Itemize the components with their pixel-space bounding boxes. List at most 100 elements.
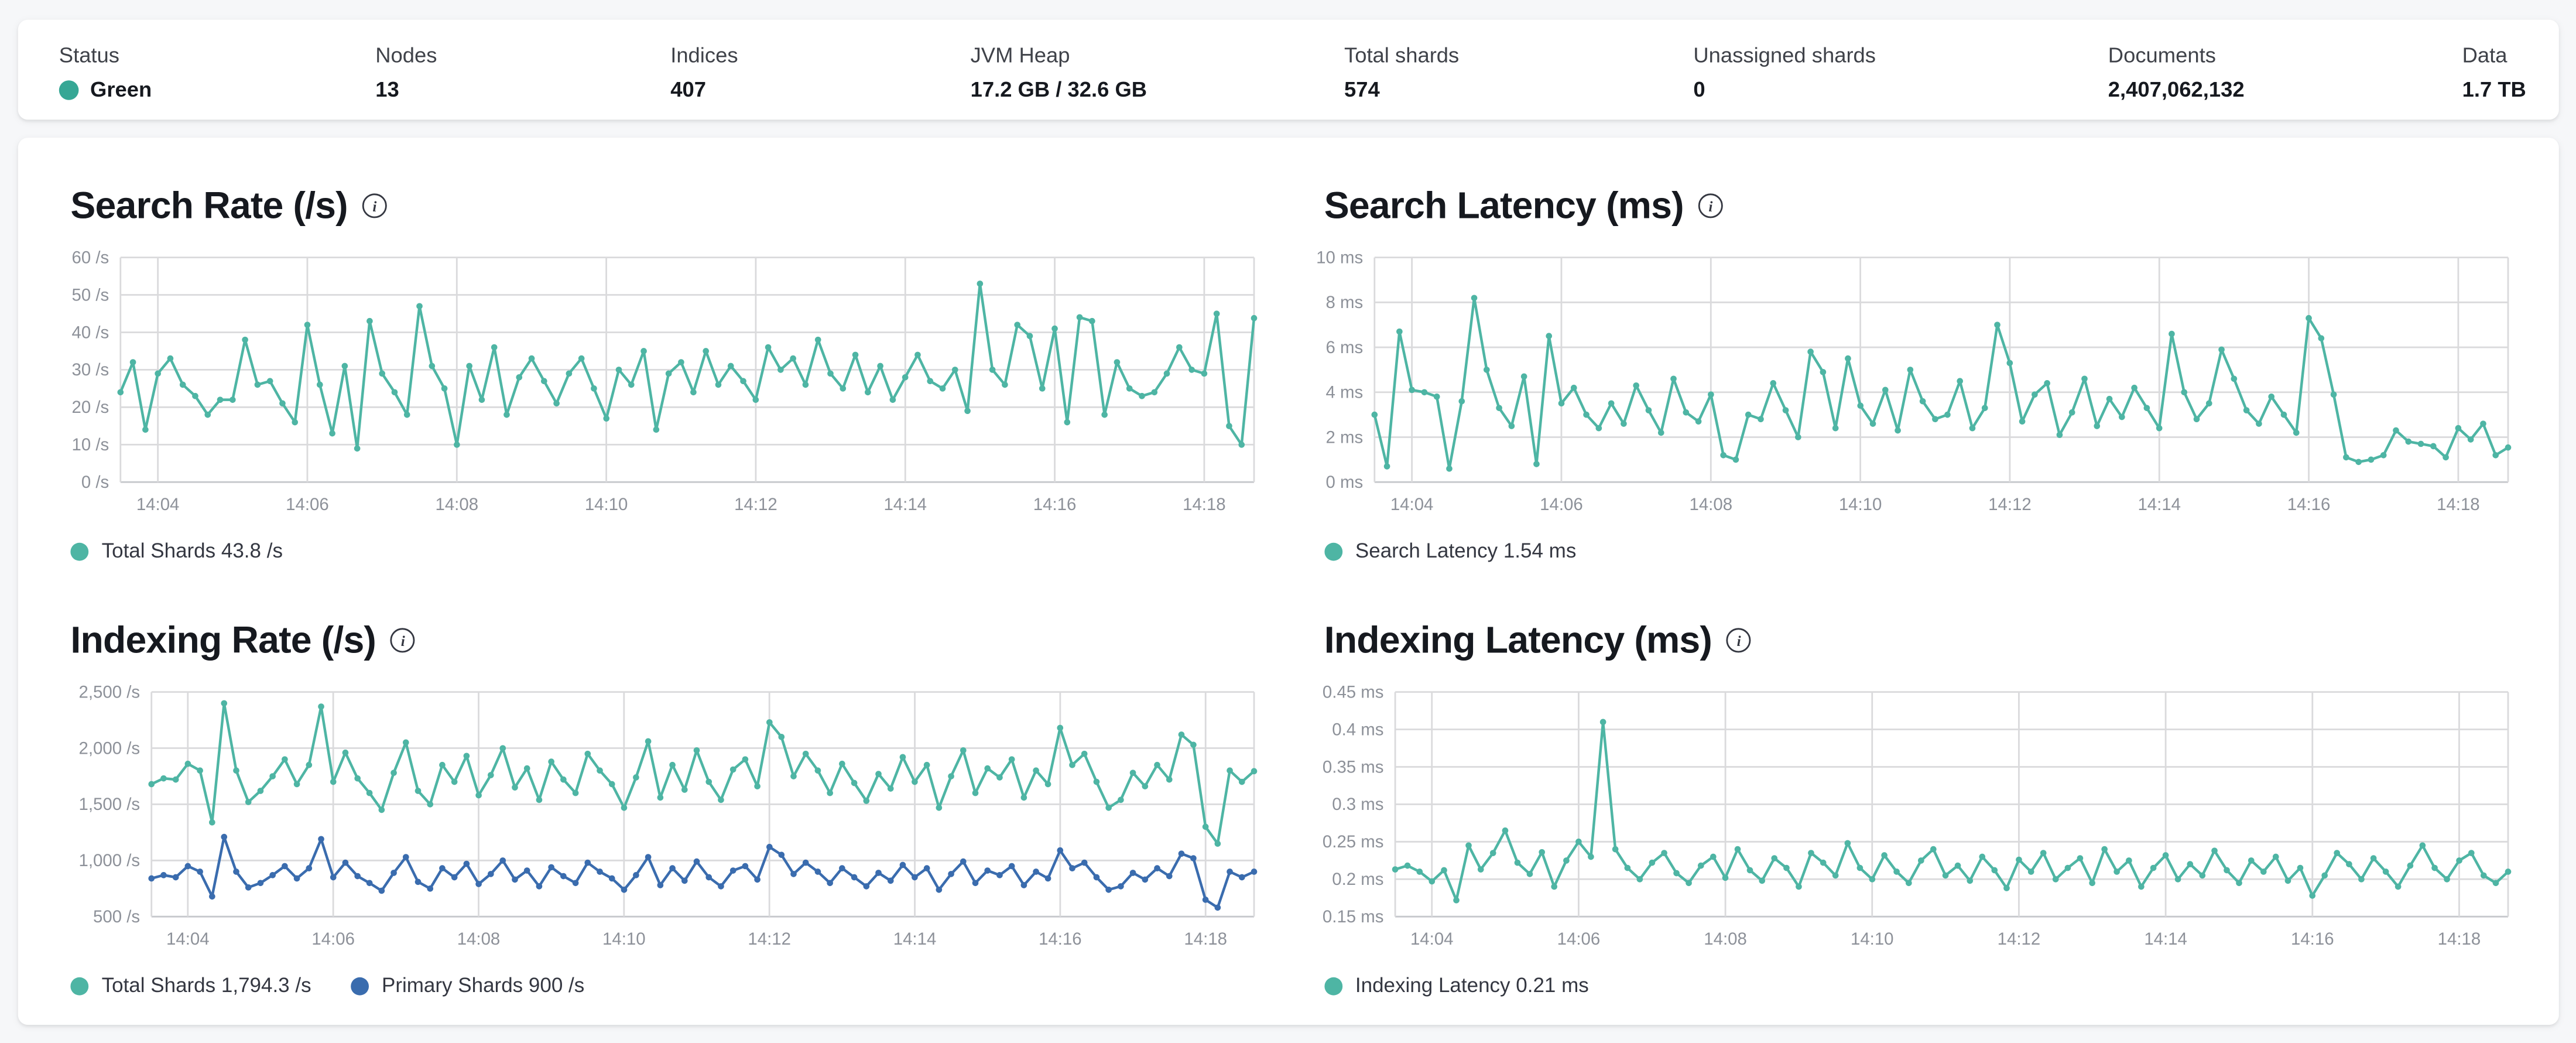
svg-text:14:04: 14:04 [136, 495, 180, 514]
svg-text:14:16: 14:16 [2290, 929, 2334, 949]
metric-value: 2,407,062,132 [2108, 77, 2245, 102]
svg-text:14:18: 14:18 [2436, 495, 2479, 514]
svg-text:14:14: 14:14 [2144, 929, 2187, 949]
svg-text:0.15 ms: 0.15 ms [1322, 907, 1383, 926]
legend-label: Indexing Latency 0.21 ms [1355, 974, 1589, 997]
info-icon[interactable] [1698, 193, 1723, 218]
metric-nodes: Nodes 13 [375, 43, 437, 102]
svg-text:14:04: 14:04 [1410, 929, 1453, 949]
legend-series-dot-icon [1324, 542, 1342, 560]
charts-panel: Search Rate (/s) 60 /s 50 /s 40 /s 30 /s 20 … [18, 138, 2558, 1025]
svg-text:14:18: 14:18 [1183, 495, 1226, 514]
svg-text:14:10: 14:10 [585, 495, 628, 514]
metric-label: Data [2462, 42, 2508, 67]
svg-text:14:08: 14:08 [1704, 929, 1747, 949]
svg-text:14:06: 14:06 [311, 929, 355, 949]
chart-title: Indexing Rate (/s) [70, 618, 376, 661]
metric-indices: Indices 407 [670, 43, 738, 102]
svg-text:0.3 ms: 0.3 ms [1332, 795, 1383, 814]
chart-title: Indexing Latency (ms) [1324, 618, 1712, 661]
chart-search-latency: Search Latency (ms) 10 ms 8 ms 6 ms 4 ms 2 m… [1306, 183, 2524, 562]
chart-indexing-rate: Indexing Rate (/s) 2,500 /s 2,000 /s 1,500… [53, 618, 1270, 997]
metric-value: 17.2 GB / 32.6 GB [970, 77, 1147, 102]
metric-documents: Documents 2,407,062,132 [2108, 43, 2245, 102]
legend-series-dot-icon [350, 976, 369, 995]
svg-text:14:04: 14:04 [1390, 495, 1433, 514]
svg-text:14:18: 14:18 [2437, 929, 2481, 949]
metric-label: Status [59, 42, 120, 67]
svg-text:8 ms: 8 ms [1325, 293, 1363, 312]
chart-legend: Indexing Latency 0.21 ms [1306, 974, 2524, 997]
metric-label: JVM Heap [970, 42, 1070, 67]
svg-text:14:08: 14:08 [457, 929, 501, 949]
svg-text:40 /s: 40 /s [71, 323, 109, 342]
cluster-overview-bar: Status Green Nodes 13 Indices 407 JVM He… [18, 19, 2558, 120]
legend-label: Primary Shards 900 /s [382, 974, 585, 997]
svg-text:500 /s: 500 /s [93, 907, 140, 926]
svg-text:14:12: 14:12 [734, 495, 777, 514]
legend-item[interactable]: Total Shards 1,794.3 /s [70, 974, 311, 997]
svg-text:14:16: 14:16 [1039, 929, 1082, 949]
chart-title: Search Rate (/s) [70, 183, 348, 227]
chart-legend: Search Latency 1.54 ms [1306, 539, 2524, 562]
legend-series-dot-icon [70, 976, 89, 995]
svg-text:14:08: 14:08 [1689, 495, 1732, 514]
chart-search-rate: Search Rate (/s) 60 /s 50 /s 40 /s 30 /s 20 … [53, 183, 1270, 562]
info-icon[interactable] [1727, 628, 1752, 653]
metric-value: 407 [670, 77, 706, 102]
svg-text:10 ms: 10 ms [1316, 248, 1362, 267]
svg-text:14:10: 14:10 [1838, 495, 1882, 514]
chart-legend: Total Shards 1,794.3 /s Primary Shards 90… [53, 974, 1270, 997]
metric-label: Nodes [375, 42, 437, 67]
svg-text:14:06: 14:06 [286, 495, 329, 514]
svg-text:0 ms: 0 ms [1325, 473, 1363, 492]
metric-label: Total shards [1344, 42, 1460, 67]
metric-jvm-heap: JVM Heap 17.2 GB / 32.6 GB [971, 43, 1147, 102]
svg-text:14:16: 14:16 [1033, 495, 1077, 514]
metric-value: 0 [1693, 77, 1705, 102]
svg-text:14:14: 14:14 [883, 495, 927, 514]
svg-text:2 ms: 2 ms [1325, 428, 1363, 447]
legend-item[interactable]: Primary Shards 900 /s [350, 974, 585, 997]
svg-text:14:06: 14:06 [1557, 929, 1600, 949]
info-icon[interactable] [390, 628, 416, 653]
svg-text:60 /s: 60 /s [71, 248, 109, 267]
svg-text:0 /s: 0 /s [81, 473, 109, 492]
chart-canvas[interactable]: 60 /s 50 /s 40 /s 30 /s 20 /s 10 /s 0 /s 14:04 1… [53, 244, 1270, 519]
svg-text:1,500 /s: 1,500 /s [79, 795, 141, 814]
chart-indexing-latency: Indexing Latency (ms) 0.45 ms 0.4 ms 0.35 … [1306, 618, 2524, 997]
legend-item[interactable]: Total Shards 43.8 /s [70, 539, 283, 562]
metric-total-shards: Total shards 574 [1344, 43, 1459, 102]
svg-text:0.35 ms: 0.35 ms [1322, 757, 1383, 777]
svg-text:14:10: 14:10 [1850, 929, 1893, 949]
legend-item[interactable]: Search Latency 1.54 ms [1324, 539, 1577, 563]
metric-label: Indices [670, 42, 738, 67]
chart-title: Search Latency (ms) [1324, 183, 1684, 227]
chart-legend: Total Shards 43.8 /s [53, 539, 1270, 562]
svg-text:2,000 /s: 2,000 /s [79, 738, 141, 758]
svg-text:14:08: 14:08 [435, 495, 478, 514]
info-icon[interactable] [362, 193, 387, 218]
chart-canvas[interactable]: 0.45 ms 0.4 ms 0.35 ms 0.3 ms 0.25 ms 0.2 ms 0… [1306, 679, 2524, 954]
chart-canvas[interactable]: 2,500 /s 2,000 /s 1,500 /s 1,000 /s 500 /s 14… [53, 679, 1270, 954]
svg-text:1,000 /s: 1,000 /s [79, 851, 141, 870]
legend-label: Search Latency 1.54 ms [1355, 539, 1577, 563]
svg-text:14:18: 14:18 [1184, 929, 1227, 949]
svg-text:50 /s: 50 /s [71, 285, 109, 305]
svg-text:30 /s: 30 /s [71, 360, 109, 379]
chart-canvas[interactable]: 10 ms 8 ms 6 ms 4 ms 2 ms 0 ms 14:04 14:06 14:08… [1306, 244, 2524, 519]
legend-label: Total Shards 43.8 /s [101, 539, 283, 563]
svg-text:2,500 /s: 2,500 /s [79, 682, 141, 702]
metric-data: Data 1.7 TB [2462, 43, 2526, 102]
svg-text:20 /s: 20 /s [71, 398, 109, 417]
svg-text:0.25 ms: 0.25 ms [1322, 832, 1383, 852]
metric-value: Green [59, 77, 152, 102]
legend-item[interactable]: Indexing Latency 0.21 ms [1324, 974, 1589, 997]
status-health-icon [59, 79, 79, 100]
metric-label: Unassigned shards [1693, 42, 1876, 67]
svg-text:10 /s: 10 /s [71, 435, 109, 454]
metric-value: 13 [375, 77, 399, 102]
svg-text:6 ms: 6 ms [1325, 338, 1363, 357]
svg-text:14:12: 14:12 [1997, 929, 2040, 949]
